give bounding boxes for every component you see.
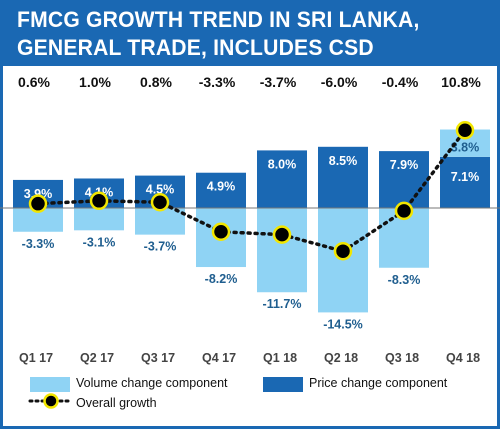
price-value-label: 4.5% — [146, 183, 175, 197]
overall-growth-point — [455, 120, 475, 140]
price-value-label: 8.0% — [268, 157, 297, 171]
overall-growth-point — [89, 191, 109, 211]
chart-title-line-2: GENERAL TRADE, INCLUDES CSD — [17, 35, 374, 60]
volume-bar — [257, 208, 307, 293]
legend-overall-line — [28, 393, 74, 409]
price-value-label: 3.9% — [24, 187, 53, 201]
overall-growth-point — [150, 192, 170, 212]
price-bar — [440, 156, 490, 208]
volume-value-label: -8.2% — [205, 272, 238, 286]
overall-growth-line — [36, 128, 467, 254]
x-tick-label: Q4 17 — [202, 351, 236, 365]
volume-value-label: -3.3% — [22, 237, 55, 251]
overall-growth-point — [333, 241, 353, 261]
x-tick-label: Q3 18 — [385, 351, 419, 365]
x-tick-label: Q4 18 — [446, 351, 480, 365]
overall-value-label: 10.8% — [441, 74, 481, 90]
x-tick-label: Q2 17 — [80, 351, 114, 365]
volume-value-label: -3.7% — [144, 240, 177, 254]
overall-growth-point — [394, 201, 414, 221]
legend-volume-label: Volume change component — [76, 376, 228, 390]
price-bar — [379, 151, 429, 208]
overall-value-label: 0.8% — [140, 74, 172, 90]
overall-value-label: -6.0% — [321, 74, 358, 90]
legend-price-label: Price change component — [309, 376, 448, 390]
x-tick-label: Q1 17 — [19, 351, 53, 365]
price-value-label: 7.9% — [390, 158, 419, 172]
x-tick-label: Q2 18 — [324, 351, 358, 365]
overall-growth-point — [28, 194, 48, 213]
chart-title-line-1: FMCG GROWTH TREND IN SRI LANKA, — [17, 7, 420, 32]
volume-value-label: -11.7% — [263, 297, 302, 311]
overall-value-label: 0.6% — [18, 74, 50, 90]
price-value-label: 7.1% — [451, 170, 480, 184]
price-bar — [318, 146, 368, 208]
overall-value-label: 1.0% — [79, 74, 111, 90]
x-tick-label: Q3 17 — [141, 351, 175, 365]
price-value-label: 8.5% — [329, 154, 358, 168]
legend-price-swatch — [263, 377, 303, 392]
volume-value-label: -8.3% — [388, 273, 421, 287]
x-tick-label: Q1 18 — [263, 351, 297, 365]
title-banner: FMCG GROWTH TREND IN SRI LANKA, GENERAL … — [3, 3, 497, 66]
overall-value-label: -0.4% — [382, 74, 419, 90]
volume-bar — [135, 208, 185, 235]
volume-value-label: -3.1% — [83, 235, 116, 249]
price-bar — [196, 172, 246, 208]
legend-volume-swatch — [30, 377, 70, 392]
legend-overall-label: Overall growth — [76, 396, 157, 410]
overall-value-label: -3.3% — [199, 74, 236, 90]
price-value-label: 4.9% — [207, 180, 236, 194]
volume-value-label: 3.8% — [451, 141, 480, 155]
overall-growth-point — [211, 222, 231, 242]
price-bar — [257, 150, 307, 208]
volume-bar — [13, 208, 63, 232]
volume-bar — [74, 208, 124, 231]
volume-value-label: -14.5% — [323, 317, 363, 331]
overall-value-label: -3.7% — [260, 74, 297, 90]
overall-growth-point — [272, 225, 292, 244]
